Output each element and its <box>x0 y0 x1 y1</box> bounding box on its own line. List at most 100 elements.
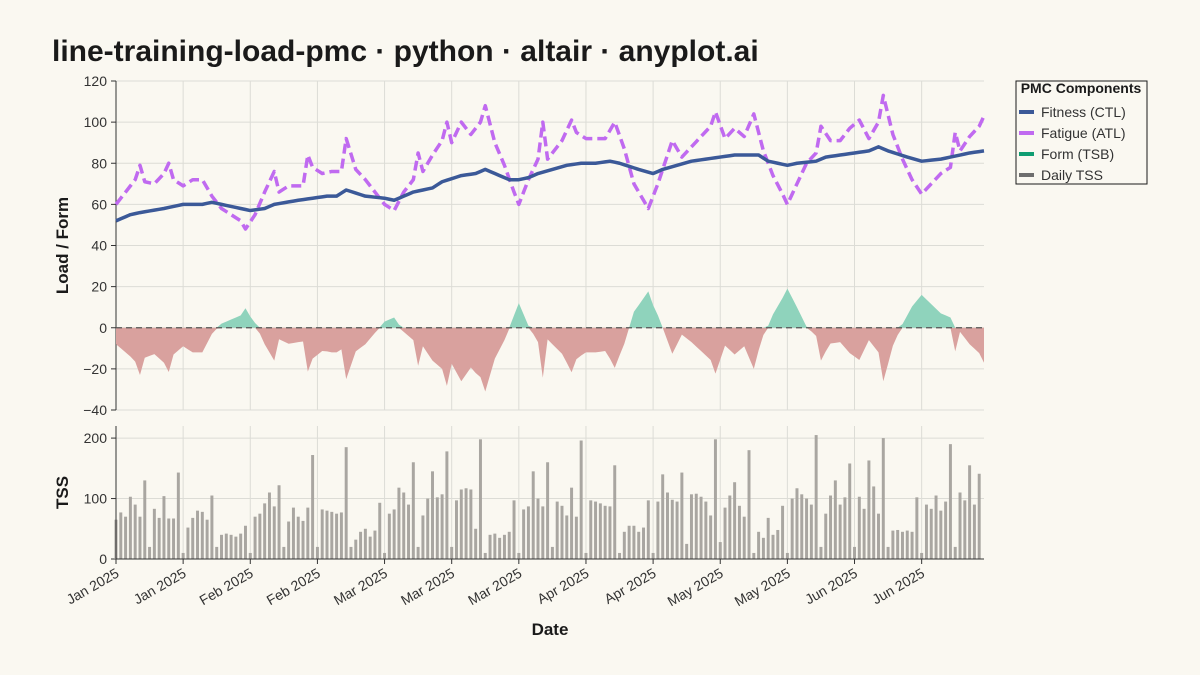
tss-bar <box>349 546 353 559</box>
tss-bar <box>924 504 928 559</box>
tss-bar <box>685 543 689 559</box>
tss-bar <box>781 505 785 559</box>
tss-bar <box>771 534 775 559</box>
tss-bar <box>622 531 626 559</box>
tss-bar <box>301 520 305 559</box>
tss-bar <box>407 504 411 559</box>
tss-bar <box>138 516 142 559</box>
top-y-tick-label: 20 <box>91 279 107 295</box>
tss-bar <box>253 516 257 559</box>
tss-bar <box>694 493 698 559</box>
tss-bar <box>435 497 439 559</box>
tss-bar <box>670 499 674 559</box>
tss-bar <box>402 492 406 559</box>
x-tick-label: Mar 2025 <box>331 565 390 609</box>
top-y-tick-label: 80 <box>91 155 107 171</box>
tss-bar <box>598 503 602 559</box>
tss-bar <box>560 505 564 559</box>
fatigue-atl-line <box>114 93 986 231</box>
tss-bar <box>814 435 818 559</box>
tss-bar <box>761 537 765 559</box>
tss-bar <box>148 546 152 559</box>
tss-bar <box>603 505 607 559</box>
tss-bar <box>776 529 780 559</box>
tss-bar <box>646 500 650 559</box>
tss-bar <box>191 517 195 559</box>
x-axis: Jan 2025 Jan 2025 Feb 2025 Feb 2025 Mar 2025… <box>64 559 927 639</box>
tss-bar <box>800 494 804 559</box>
tss-bar <box>618 552 622 559</box>
tss-bar <box>570 487 574 559</box>
tss-bar <box>258 513 262 559</box>
form-tsb-positive-area <box>116 288 984 328</box>
tss-bar <box>526 506 530 559</box>
top-y-tick-label: 120 <box>84 73 108 89</box>
tss-bar <box>718 542 722 559</box>
load-form-panel: −40 −20 0 20 40 60 80 100 120 Load / Form <box>53 73 986 418</box>
tss-bar <box>320 509 324 559</box>
tss-bar <box>119 512 123 559</box>
tss-bar <box>853 546 856 559</box>
tss-bar <box>315 546 319 559</box>
tss-bar <box>675 501 679 559</box>
tss-bar <box>824 513 828 559</box>
x-tick-label: Jun 2025 <box>869 565 927 608</box>
tss-bar <box>210 495 214 559</box>
x-tick-label: Apr 2025 <box>534 565 591 607</box>
tss-bar <box>848 463 852 559</box>
tss-bar <box>785 552 789 559</box>
tss-bar <box>517 552 521 559</box>
tss-bar <box>929 508 933 559</box>
tss-bar <box>143 480 147 559</box>
tss-bar <box>958 492 962 559</box>
tss-bar <box>733 482 737 559</box>
tss-bar <box>881 438 885 559</box>
tss-bar <box>354 539 358 559</box>
tss-bar <box>229 534 233 559</box>
tss-bar <box>426 498 430 559</box>
tss-bar <box>378 502 382 559</box>
tss-bar <box>359 531 363 559</box>
tss-bar <box>431 471 434 559</box>
bottom-y-tick-label: 100 <box>84 491 108 507</box>
tss-bar <box>627 525 631 559</box>
tss-bar <box>968 465 972 559</box>
tss-bar <box>493 533 497 559</box>
tss-bar <box>642 527 645 559</box>
top-y-tick-label: 60 <box>91 196 107 212</box>
tss-bar <box>972 504 976 559</box>
tss-bar <box>296 516 300 559</box>
tss-bar <box>243 525 247 559</box>
tss-bar <box>757 531 761 559</box>
tss-bar <box>689 494 693 559</box>
tss-bar <box>910 531 914 559</box>
tss-bar <box>723 507 727 559</box>
top-y-tick-label: 100 <box>84 114 108 130</box>
x-tick-label: Mar 2025 <box>465 565 524 609</box>
tss-bar <box>277 485 281 559</box>
tss-bar <box>531 471 535 559</box>
tss-bar <box>872 486 876 559</box>
tss-bar <box>488 534 492 559</box>
tss-bar <box>905 530 909 559</box>
tss-bar <box>205 519 209 559</box>
tss-bar <box>234 536 238 559</box>
tss-bar <box>680 472 684 559</box>
legend: PMC Components Fitness (CTL) Fatigue (ATL… <box>1015 80 1148 185</box>
tss-bar <box>574 516 578 559</box>
tss-bar <box>766 517 770 559</box>
legend-entry-label: Fatigue (ATL) <box>1041 125 1126 141</box>
bottom-y-tick-label: 200 <box>84 430 108 446</box>
top-y-tick-label: 0 <box>99 320 107 336</box>
tss-bar <box>469 489 473 559</box>
x-tick-label: Mar 2025 <box>398 565 457 609</box>
tss-bar <box>589 500 593 559</box>
tss-bar <box>805 498 809 559</box>
tss-bar <box>373 530 377 559</box>
x-tick-label: Jun 2025 <box>802 565 860 608</box>
tss-bar <box>699 496 703 559</box>
tss-bar <box>886 546 890 559</box>
tss-bar <box>450 546 454 559</box>
tss-bar <box>747 450 751 559</box>
